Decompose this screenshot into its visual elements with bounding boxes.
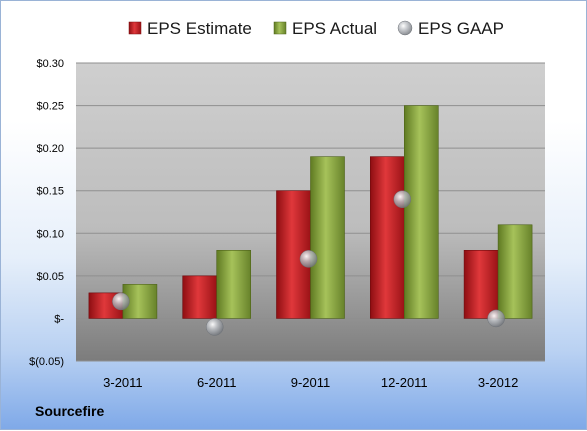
bar-eps-actual: [497, 224, 533, 319]
gaap-marker: [393, 190, 412, 208]
x-tick-label: 3-2011: [103, 375, 143, 390]
bar-eps-actual: [403, 105, 439, 319]
y-tick-label: $0.10: [36, 228, 64, 240]
legend-swatch-estimate: [128, 21, 142, 35]
bar-eps-estimate: [463, 250, 499, 319]
y-tick-label: $0.20: [36, 143, 64, 155]
y-tick-label: $(0.05): [29, 356, 64, 368]
x-tick-label: 9-2011: [291, 375, 331, 390]
y-tick-label: $0.30: [36, 58, 64, 70]
legend: EPS Estimate EPS Actual EPS GAAP: [128, 19, 504, 38]
bar-eps-estimate: [369, 156, 405, 319]
y-tick-label: $0.05: [36, 271, 64, 283]
y-tick-label: $-: [54, 313, 64, 325]
bar-eps-estimate: [182, 275, 217, 319]
legend-label-actual: EPS Actual: [292, 19, 377, 38]
company-name: Sourcefire: [35, 403, 104, 419]
y-tick-label: $0.15: [36, 186, 64, 198]
x-tick-label: 3-2012: [478, 375, 518, 390]
gaap-marker: [299, 250, 318, 268]
gaap-marker: [112, 292, 130, 311]
legend-label-gaap: EPS GAAP: [418, 19, 504, 38]
bar-eps-actual: [310, 156, 345, 319]
y-axis-ticks: $0.30 $0.25 $0.20 $0.15 $0.10 $0.05 $- $(0.05): [29, 58, 64, 368]
x-axis-labels: 3-2011 6-2011 9-2011 12-2011 3-2012: [103, 375, 518, 390]
gaap-marker: [487, 309, 505, 328]
gaap-marker: [205, 318, 224, 336]
legend-label-estimate: EPS Estimate: [147, 19, 252, 38]
x-tick-label: 12-2011: [381, 375, 428, 390]
bar-eps-actual: [216, 250, 251, 319]
bars: [88, 105, 533, 319]
y-tick-label: $0.25: [36, 101, 64, 113]
legend-swatch-actual: [273, 21, 287, 35]
gaap-markers: [112, 190, 505, 336]
x-tick-label: 6-2011: [197, 375, 237, 390]
legend-swatch-gaap: [397, 20, 413, 36]
